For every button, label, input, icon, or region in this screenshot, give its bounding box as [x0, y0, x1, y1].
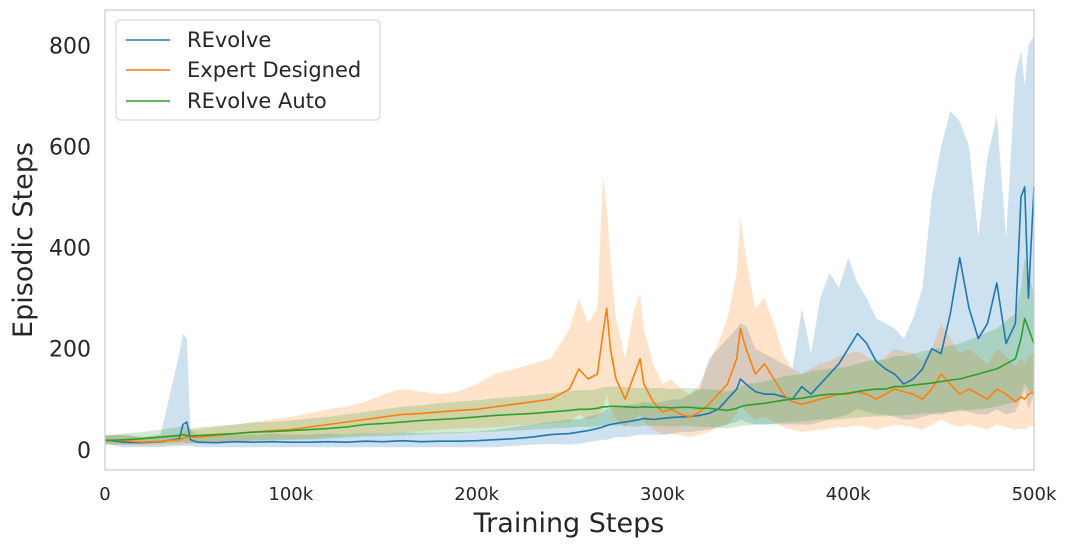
- y-tick-label: 200: [49, 338, 91, 363]
- x-tick-label: 200k: [454, 484, 499, 505]
- x-tick-label: 400k: [826, 484, 871, 505]
- band-revolve: [105, 35, 1034, 448]
- y-axis-ticks: 0 200 400 600 800: [49, 34, 91, 463]
- line-revolve: [104, 186, 1035, 444]
- band-expert-designed: [105, 176, 1034, 446]
- x-tick-label: 300k: [640, 484, 685, 505]
- y-tick-label: 800: [49, 34, 91, 59]
- line-expert-designed: [104, 307, 1035, 444]
- y-tick-label: 600: [49, 135, 91, 160]
- legend-label-expert-designed: Expert Designed: [187, 58, 361, 82]
- x-axis-label: Training Steps: [473, 508, 665, 539]
- y-tick-label: 0: [77, 439, 91, 464]
- legend: REvolve Expert Designed REvolve Auto: [115, 19, 381, 121]
- x-tick-label: 0: [99, 484, 110, 505]
- y-tick-label: 400: [49, 237, 91, 262]
- legend-box: [115, 19, 381, 121]
- x-axis-ticks: 0 100k 200k 300k 400k 500k: [99, 484, 1057, 505]
- line-revolve-auto: [104, 317, 1035, 442]
- plot-frame: [104, 9, 1035, 471]
- x-tick-label: 500k: [1012, 484, 1057, 505]
- series-lines: [104, 186, 1035, 444]
- x-tick-label: 100k: [268, 484, 313, 505]
- legend-label-revolve-auto: REvolve Auto: [187, 89, 327, 113]
- legend-label-revolve: REvolve: [187, 28, 271, 52]
- y-axis-label: Episodic Steps: [8, 142, 39, 338]
